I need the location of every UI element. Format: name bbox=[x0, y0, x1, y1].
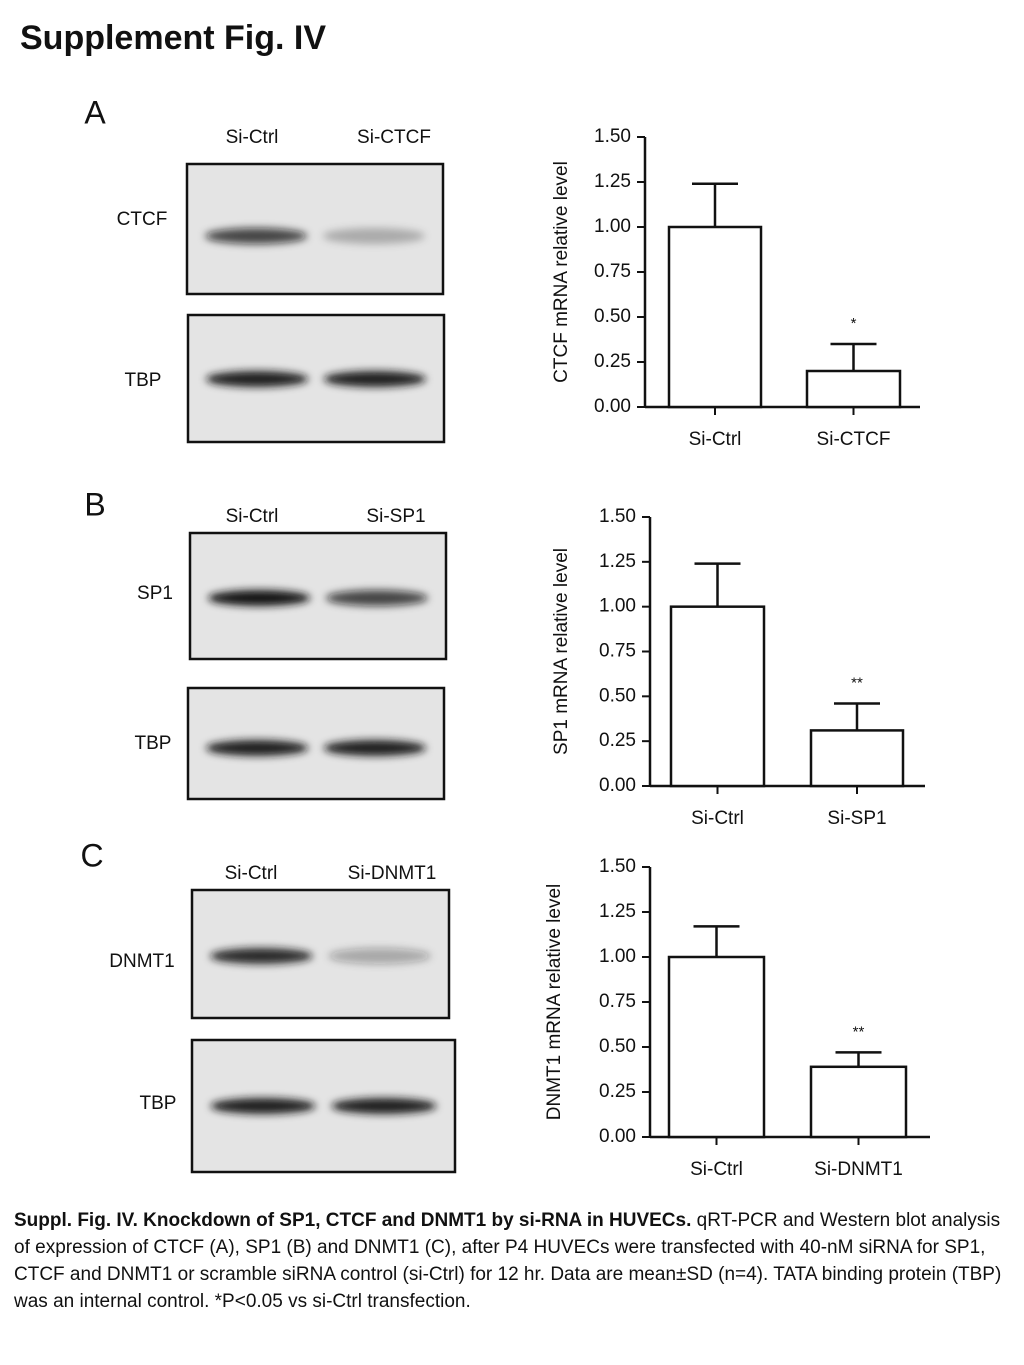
blot-label: DNMT1 bbox=[109, 951, 174, 972]
band bbox=[323, 740, 427, 756]
blot-bands bbox=[209, 948, 432, 964]
blot-bands bbox=[204, 228, 426, 244]
band bbox=[209, 948, 313, 964]
y-tick-label: 1.25 bbox=[599, 901, 636, 922]
blot bbox=[185, 162, 445, 296]
lane-label: Si-Ctrl bbox=[225, 863, 278, 884]
y-tick-label: 1.50 bbox=[594, 126, 631, 147]
panel-letter: B bbox=[84, 486, 105, 522]
figure: Supplement Fig. IV A Si-Ctrl Si-CTCF CTCF TB… bbox=[20, 19, 930, 1180]
band bbox=[210, 1098, 316, 1114]
y-tick-label: 1.50 bbox=[599, 856, 636, 877]
y-tick-label: 1.00 bbox=[599, 596, 636, 617]
figure-title: Supplement Fig. IV bbox=[20, 19, 326, 57]
x-tick-label: Si-Ctrl bbox=[691, 808, 744, 829]
band bbox=[322, 228, 426, 244]
y-tick-label: 0.00 bbox=[599, 1126, 636, 1147]
y-tick-label: 1.50 bbox=[599, 506, 636, 527]
band bbox=[205, 740, 309, 756]
panel-letter: A bbox=[84, 94, 106, 130]
band bbox=[331, 1098, 437, 1114]
y-tick-label: 0.25 bbox=[594, 351, 631, 372]
y-tick-label: 0.50 bbox=[594, 306, 631, 327]
lane-label: Si-Ctrl bbox=[226, 127, 279, 148]
x-tick-label: Si-SP1 bbox=[827, 808, 886, 829]
bar bbox=[667, 955, 766, 1139]
y-tick-label: 0.25 bbox=[599, 1081, 636, 1102]
blot-label: CTCF bbox=[117, 209, 168, 230]
x-tick-label: Si-CTCF bbox=[817, 429, 891, 450]
caption-bold: Suppl. Fig. IV. Knockdown of SP1, CTCF a… bbox=[14, 1210, 692, 1231]
band bbox=[204, 228, 308, 244]
bar bbox=[667, 225, 763, 409]
lane-label: Si-DNMT1 bbox=[348, 863, 437, 884]
y-tick-label: 0.50 bbox=[599, 1036, 636, 1057]
blot-label: TBP bbox=[140, 1093, 177, 1114]
y-tick-label: 0.25 bbox=[599, 730, 636, 751]
bar bbox=[805, 369, 902, 409]
blot-bands bbox=[207, 590, 429, 606]
x-tick-label: Si-DNMT1 bbox=[814, 1159, 903, 1180]
caption-text: qRT-PCR and Western blot analysis of exp… bbox=[14, 1210, 1002, 1312]
y-tick-label: 0.75 bbox=[599, 641, 636, 662]
y-tick-label: 0.50 bbox=[599, 685, 636, 706]
y-axis-label: CTCF mRNA relative level bbox=[551, 161, 572, 383]
band bbox=[325, 590, 429, 606]
blot-label: SP1 bbox=[137, 583, 173, 604]
panel-letter: C bbox=[80, 837, 103, 873]
y-tick-label: 0.75 bbox=[599, 991, 636, 1012]
caption: Suppl. Fig. IV. Knockdown of SP1, CTCF a… bbox=[14, 1207, 1014, 1315]
y-tick-label: 0.75 bbox=[594, 261, 631, 282]
y-tick-label: 0.00 bbox=[594, 396, 631, 417]
band bbox=[205, 371, 309, 387]
y-tick-label: 0.00 bbox=[599, 775, 636, 796]
blot-label: TBP bbox=[135, 733, 172, 754]
significance: ** bbox=[851, 674, 863, 691]
y-axis-label: SP1 mRNA relative level bbox=[551, 548, 572, 755]
x-tick-label: Si-Ctrl bbox=[689, 429, 742, 450]
band bbox=[207, 590, 311, 606]
y-tick-label: 1.25 bbox=[594, 171, 631, 192]
y-axis-label: DNMT1 mRNA relative level bbox=[544, 884, 565, 1121]
lane-label: Si-SP1 bbox=[366, 506, 425, 527]
blot-bands bbox=[210, 1098, 437, 1114]
blot-label: TBP bbox=[125, 370, 162, 391]
y-tick-label: 1.25 bbox=[599, 551, 636, 572]
band bbox=[328, 948, 432, 964]
bar bbox=[809, 1065, 908, 1139]
bar bbox=[669, 605, 766, 788]
band bbox=[323, 371, 427, 387]
significance: ** bbox=[853, 1023, 865, 1040]
blot-bands bbox=[205, 371, 427, 387]
blot-bands bbox=[205, 740, 427, 756]
lane-label: Si-CTCF bbox=[357, 127, 431, 148]
significance: * bbox=[851, 315, 857, 332]
bar bbox=[809, 729, 905, 788]
y-tick-label: 1.00 bbox=[594, 216, 631, 237]
x-tick-label: Si-Ctrl bbox=[690, 1159, 743, 1180]
y-tick-label: 1.00 bbox=[599, 946, 636, 967]
lane-label: Si-Ctrl bbox=[226, 506, 279, 527]
